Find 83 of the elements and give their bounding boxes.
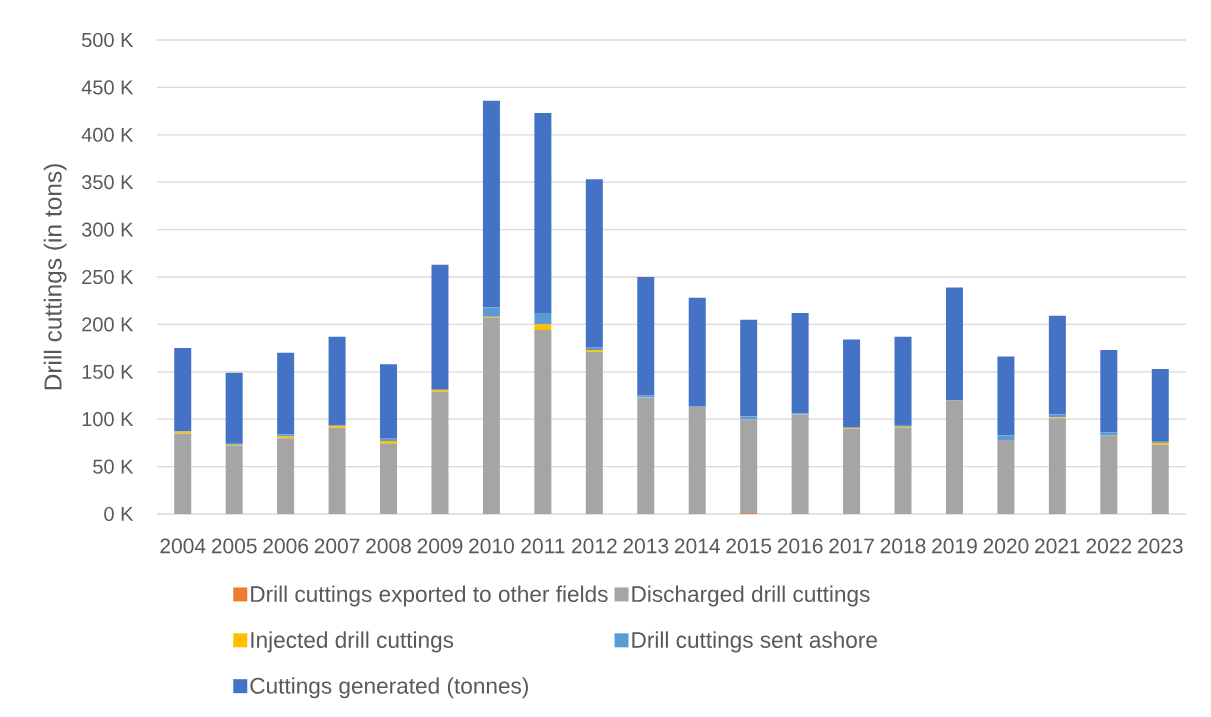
y-tick-label: 150 K [82, 364, 134, 379]
bar [225, 445, 243, 514]
legend-label: Drill cuttings sent ashore [632, 631, 877, 653]
bar [534, 330, 552, 514]
bar [328, 336, 346, 425]
x-tick-label: 2016 [777, 538, 823, 554]
y-tick-label: 450 K [81, 80, 134, 95]
x-tick-label: 2019 [932, 538, 977, 554]
legend-label: Drill cuttings exported to other fields [251, 585, 608, 607]
bar [277, 438, 295, 514]
x-tick-label: 2004 [160, 538, 206, 554]
bar [894, 427, 912, 514]
bar [328, 427, 346, 514]
bar [791, 313, 809, 414]
bar [688, 297, 706, 406]
x-tick-label: 2018 [880, 538, 926, 554]
legend-label: Injected drill cuttings [251, 631, 454, 653]
bar [277, 352, 295, 435]
bar [740, 319, 758, 417]
x-tick-label: 2006 [263, 538, 309, 554]
bar [740, 416, 758, 420]
y-tick-label: 300 K [81, 222, 134, 237]
y-tick-label: 100 K [82, 412, 134, 427]
y-tick-label: 250 K [82, 269, 134, 285]
x-tick-label: 2008 [366, 538, 411, 554]
legend-label: Discharged drill cuttings [632, 585, 870, 607]
y-tick-label: 200 K [82, 317, 134, 332]
x-tick-label: 2009 [417, 538, 463, 554]
bar [482, 307, 500, 317]
bar [585, 179, 603, 348]
x-tick-label: 2012 [572, 538, 617, 554]
x-tick-label: 2020 [983, 538, 1029, 554]
bar [740, 419, 758, 514]
bar [1048, 418, 1066, 514]
bar [1151, 444, 1169, 514]
bar [637, 397, 655, 514]
y-tick-label: 400 K [81, 127, 134, 142]
x-tick-label: 2021 [1035, 538, 1080, 554]
x-tick-label: 2005 [211, 538, 257, 554]
x-tick-label: 2007 [314, 538, 360, 554]
legend-label: Cuttings generated (tonnes) [250, 677, 528, 699]
bar [174, 433, 192, 514]
bar [945, 287, 963, 401]
bar [534, 324, 552, 331]
bar [1100, 435, 1118, 514]
y-tick-label: 50 K [93, 459, 134, 474]
bar [997, 435, 1015, 441]
x-tick-label: 2011 [521, 538, 565, 554]
x-tick-label: 2015 [726, 538, 772, 554]
bar [380, 364, 398, 439]
y-tick-label: 350 K [81, 175, 134, 190]
bar [431, 264, 449, 390]
bar [585, 351, 603, 514]
x-tick-label: 2014 [674, 538, 720, 554]
bar [380, 443, 398, 514]
bar [945, 400, 963, 514]
x-tick-label: 2010 [469, 538, 514, 554]
x-tick-label: 2013 [623, 538, 669, 554]
bar [174, 348, 192, 432]
bar [843, 428, 861, 514]
x-tick-label: 2023 [1137, 538, 1183, 554]
bar [637, 276, 655, 396]
bar [225, 372, 243, 443]
bar [997, 440, 1015, 514]
bar [534, 313, 552, 325]
bar [1151, 368, 1169, 441]
y-axis-title: Drill cuttings (in tons) [43, 164, 67, 390]
y-tick-label: 0 K [104, 506, 134, 522]
bar [534, 112, 552, 314]
bar [1048, 315, 1066, 415]
bar [431, 391, 449, 514]
bar [894, 336, 912, 426]
bar [482, 100, 500, 308]
bar [1100, 349, 1118, 433]
bar [791, 414, 809, 514]
x-tick-label: 2017 [829, 538, 874, 554]
x-tick-label: 2022 [1086, 538, 1132, 554]
y-tick-label: 500 K [82, 32, 134, 48]
bar [1100, 432, 1118, 436]
bar [482, 317, 500, 514]
bar [688, 406, 706, 514]
bar [843, 339, 861, 428]
bar [997, 356, 1015, 436]
